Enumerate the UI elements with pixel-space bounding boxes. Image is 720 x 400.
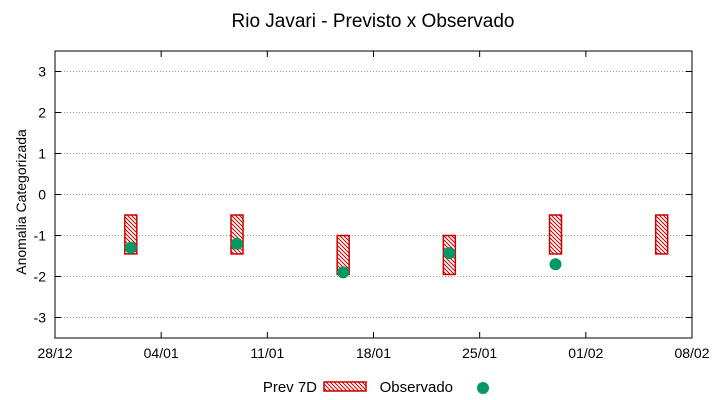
legend: Prev 7D Observado — [263, 379, 489, 396]
observed-point — [443, 247, 456, 260]
x-tick-label: 11/01 — [250, 345, 284, 361]
y-tick-label: -3 — [34, 310, 47, 326]
chart-title: Rio Javari - Previsto x Observado — [232, 11, 515, 32]
y-tick-label: 2 — [38, 105, 46, 121]
x-tick-label: 01/02 — [568, 345, 603, 361]
plot-frame — [54, 50, 693, 339]
y-tick-label: 3 — [38, 64, 46, 80]
x-tick-label: 08/02 — [674, 345, 709, 361]
observed-point — [124, 241, 137, 254]
data-marks — [124, 214, 669, 279]
x-tick-label: 25/01 — [462, 345, 497, 361]
y-tick-label: 0 — [38, 187, 46, 203]
x-tick-label: 18/01 — [356, 345, 391, 361]
y-tick-label: 1 — [38, 146, 46, 162]
forecast-bar — [548, 214, 563, 255]
legend-swatch-observado — [477, 382, 489, 394]
legend-label-prev7d: Prev 7D — [263, 379, 317, 396]
axis-ticks: 3 2 1 0 -1 -2 -3 28/12 04/01 11/01 18/01 25/01 01/02… — [34, 51, 710, 361]
observed-point — [231, 237, 243, 250]
y-tick-label: -2 — [34, 269, 47, 285]
legend-swatch-prev7d — [323, 381, 367, 392]
observed-point — [549, 258, 562, 271]
y-axis-label: Anomalia Categorizada — [13, 129, 29, 275]
legend-label-observado: Observado — [380, 379, 453, 396]
observed-point — [337, 266, 350, 279]
x-tick-label: 04/01 — [144, 345, 179, 361]
x-tick-label: 28/12 — [37, 345, 72, 361]
y-tick-label: -1 — [34, 228, 47, 244]
forecast-bar — [654, 214, 669, 255]
grid — [55, 71, 692, 318]
